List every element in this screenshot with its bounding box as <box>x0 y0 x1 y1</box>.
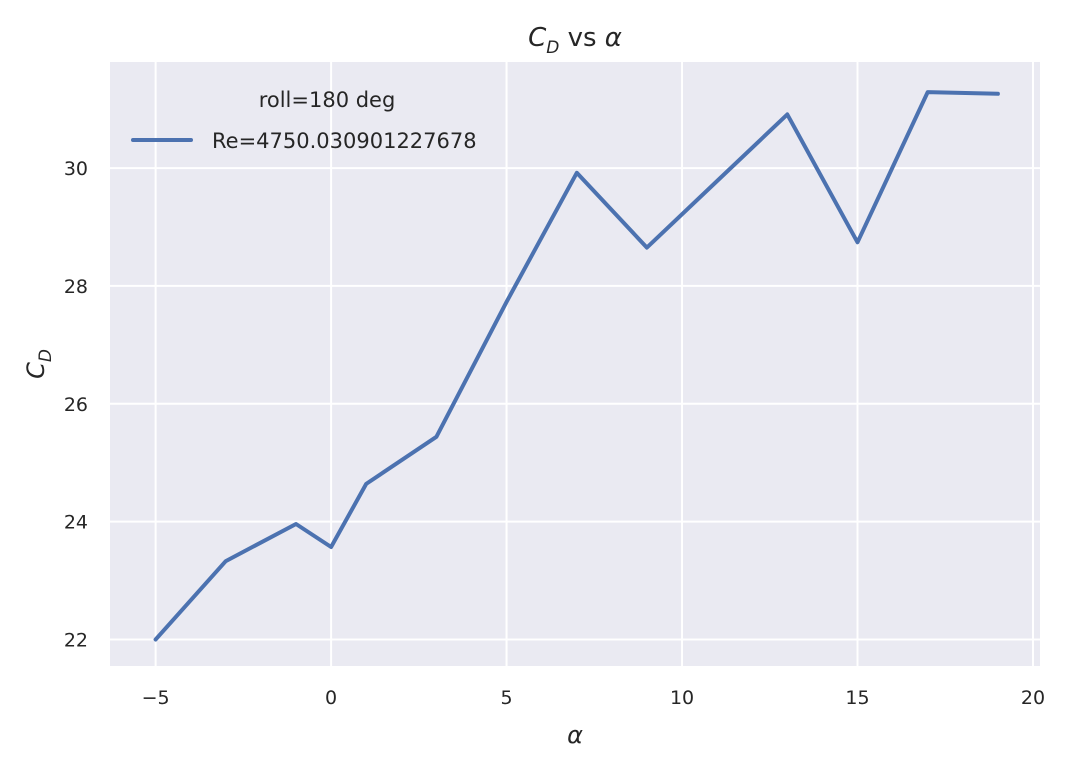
plot-background <box>110 62 1040 666</box>
plot-area <box>110 62 1040 666</box>
x-tick-label: 15 <box>845 687 869 709</box>
y-label-main: C <box>22 362 50 379</box>
x-tick-label: −5 <box>142 687 170 709</box>
grid <box>110 62 1040 666</box>
series-line <box>153 90 1000 642</box>
legend-entry-label: Re=4750.030901227678 <box>212 129 477 153</box>
legend: roll=180 deg Re=4750.030901227678 <box>131 88 477 153</box>
y-label-sub: D <box>36 349 56 362</box>
y-tick-label: 28 <box>64 276 88 298</box>
y-tick-label: 24 <box>64 512 88 534</box>
x-tick-label: 5 <box>501 687 513 709</box>
title-main: C <box>528 23 547 53</box>
x-tick-label: 0 <box>325 687 337 709</box>
title-rest: vs <box>559 23 604 53</box>
chart-title: CD vs α <box>528 23 622 58</box>
y-tick-label: 22 <box>64 629 88 651</box>
x-axis-label: α <box>567 721 583 749</box>
x-tick-label: 10 <box>670 687 694 709</box>
y-tick-label: 30 <box>64 158 88 180</box>
title-sub: D <box>546 38 559 58</box>
title-symbol: α <box>605 23 622 53</box>
x-tick-labels: −5 0 5 10 15 20 <box>142 687 1045 709</box>
y-tick-labels: 22 24 26 28 30 <box>64 158 88 651</box>
series-group <box>153 90 1000 642</box>
x-tick-label: 20 <box>1021 687 1045 709</box>
legend-title: roll=180 deg <box>259 88 396 112</box>
y-tick-label: 26 <box>64 394 88 416</box>
y-axis-label: CD <box>22 349 56 379</box>
